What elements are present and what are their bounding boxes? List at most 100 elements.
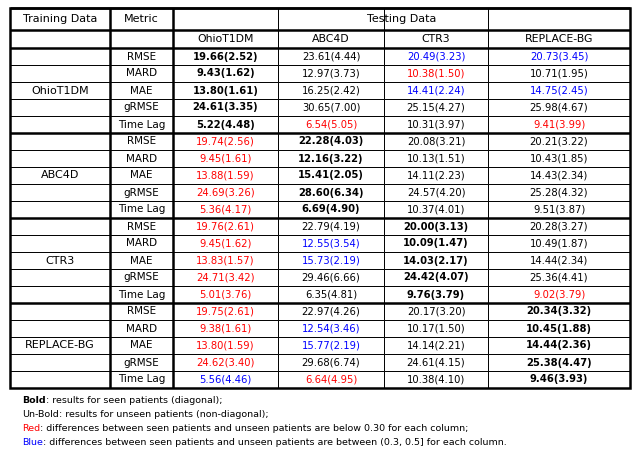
Text: 6.69(4.90): 6.69(4.90) <box>301 205 360 214</box>
Bar <box>173 116 278 133</box>
Bar <box>488 48 630 65</box>
Bar <box>10 99 110 116</box>
Bar <box>110 303 173 320</box>
Bar <box>110 286 173 303</box>
Text: ABC4D: ABC4D <box>41 170 79 181</box>
Bar <box>10 303 110 320</box>
Text: Testing Data: Testing Data <box>367 14 436 24</box>
Text: 9.51(3.87): 9.51(3.87) <box>533 205 585 214</box>
Bar <box>173 65 278 82</box>
Bar <box>110 371 173 388</box>
Text: 10.71(1.95): 10.71(1.95) <box>530 68 588 79</box>
Bar <box>278 303 384 320</box>
Text: Time Lag: Time Lag <box>118 205 165 214</box>
Bar <box>384 82 488 99</box>
Bar <box>110 167 173 184</box>
Text: gRMSE: gRMSE <box>124 102 159 112</box>
Text: RMSE: RMSE <box>127 137 156 146</box>
Bar <box>488 337 630 354</box>
Bar <box>110 252 173 269</box>
Bar <box>110 320 173 337</box>
Bar <box>173 218 278 235</box>
Bar <box>173 235 278 252</box>
Text: 23.61(4.44): 23.61(4.44) <box>302 51 360 61</box>
Text: MARD: MARD <box>126 68 157 79</box>
Text: 25.15(4.27): 25.15(4.27) <box>406 102 465 112</box>
Text: 9.46(3.93): 9.46(3.93) <box>530 374 588 385</box>
Bar <box>278 48 384 65</box>
Text: OhioT1DM: OhioT1DM <box>31 86 89 95</box>
Bar <box>278 337 384 354</box>
Text: : differences between seen patients and unseen patients are between (0.3, 0.5] f: : differences between seen patients and … <box>43 438 507 447</box>
Text: 20.08(3.21): 20.08(3.21) <box>407 137 465 146</box>
Bar <box>384 218 488 235</box>
Bar <box>384 99 488 116</box>
Text: 13.83(1.57): 13.83(1.57) <box>196 256 255 265</box>
Bar <box>278 133 384 150</box>
Text: 10.43(1.85): 10.43(1.85) <box>530 154 588 163</box>
Text: 25.28(4.32): 25.28(4.32) <box>530 188 588 197</box>
Bar <box>10 82 110 99</box>
Bar <box>384 337 488 354</box>
Bar <box>173 184 278 201</box>
Bar <box>278 269 384 286</box>
Text: 10.49(1.87): 10.49(1.87) <box>530 239 588 249</box>
Bar <box>110 337 173 354</box>
Bar <box>10 320 110 337</box>
Text: 9.41(3.99): 9.41(3.99) <box>533 119 585 130</box>
Bar <box>384 320 488 337</box>
Text: CTR3: CTR3 <box>422 34 451 44</box>
Text: Time Lag: Time Lag <box>118 374 165 385</box>
Text: 24.71(3.42): 24.71(3.42) <box>196 272 255 283</box>
Text: 5.22(4.48): 5.22(4.48) <box>196 119 255 130</box>
Bar <box>10 337 110 354</box>
Text: 29.46(6.66): 29.46(6.66) <box>301 272 360 283</box>
Bar <box>384 8 488 30</box>
Text: gRMSE: gRMSE <box>124 358 159 367</box>
Text: : differences between seen patients and unseen patients are below 0.30 for each : : differences between seen patients and … <box>40 424 468 433</box>
Text: 10.45(1.88): 10.45(1.88) <box>526 323 592 334</box>
Bar <box>10 48 110 65</box>
Bar <box>278 8 384 30</box>
Bar <box>10 286 110 303</box>
Text: 24.69(3.26): 24.69(3.26) <box>196 188 255 197</box>
Bar <box>488 303 630 320</box>
Bar <box>278 30 384 48</box>
Bar <box>10 269 110 286</box>
Bar <box>110 116 173 133</box>
Bar <box>10 65 110 82</box>
Text: 30.65(7.00): 30.65(7.00) <box>302 102 360 112</box>
Text: 12.16(3.22): 12.16(3.22) <box>298 154 364 163</box>
Bar <box>488 167 630 184</box>
Text: 10.13(1.51): 10.13(1.51) <box>406 154 465 163</box>
Bar <box>110 99 173 116</box>
Text: 25.36(4.41): 25.36(4.41) <box>530 272 588 283</box>
Text: 19.75(2.61): 19.75(2.61) <box>196 307 255 316</box>
Text: 14.44(2.34): 14.44(2.34) <box>530 256 588 265</box>
Bar <box>488 371 630 388</box>
Bar <box>278 320 384 337</box>
Text: 24.61(4.15): 24.61(4.15) <box>406 358 465 367</box>
Bar <box>488 65 630 82</box>
Text: 14.44(2.36): 14.44(2.36) <box>526 341 592 351</box>
Bar <box>384 354 488 371</box>
Bar <box>278 99 384 116</box>
Bar <box>173 133 278 150</box>
Text: 13.80(1.59): 13.80(1.59) <box>196 341 255 351</box>
Text: 6.54(5.05): 6.54(5.05) <box>305 119 357 130</box>
Bar <box>173 371 278 388</box>
Text: 9.43(1.62): 9.43(1.62) <box>196 68 255 79</box>
Text: 14.14(2.21): 14.14(2.21) <box>406 341 465 351</box>
Bar <box>488 133 630 150</box>
Bar <box>110 235 173 252</box>
Bar <box>110 150 173 167</box>
Bar <box>384 235 488 252</box>
Text: 28.60(6.34): 28.60(6.34) <box>298 188 364 197</box>
Text: MAE: MAE <box>131 86 153 95</box>
Bar <box>488 269 630 286</box>
Bar <box>278 184 384 201</box>
Text: MARD: MARD <box>126 323 157 334</box>
Bar <box>10 218 110 235</box>
Text: 19.76(2.61): 19.76(2.61) <box>196 221 255 232</box>
Text: RMSE: RMSE <box>127 307 156 316</box>
